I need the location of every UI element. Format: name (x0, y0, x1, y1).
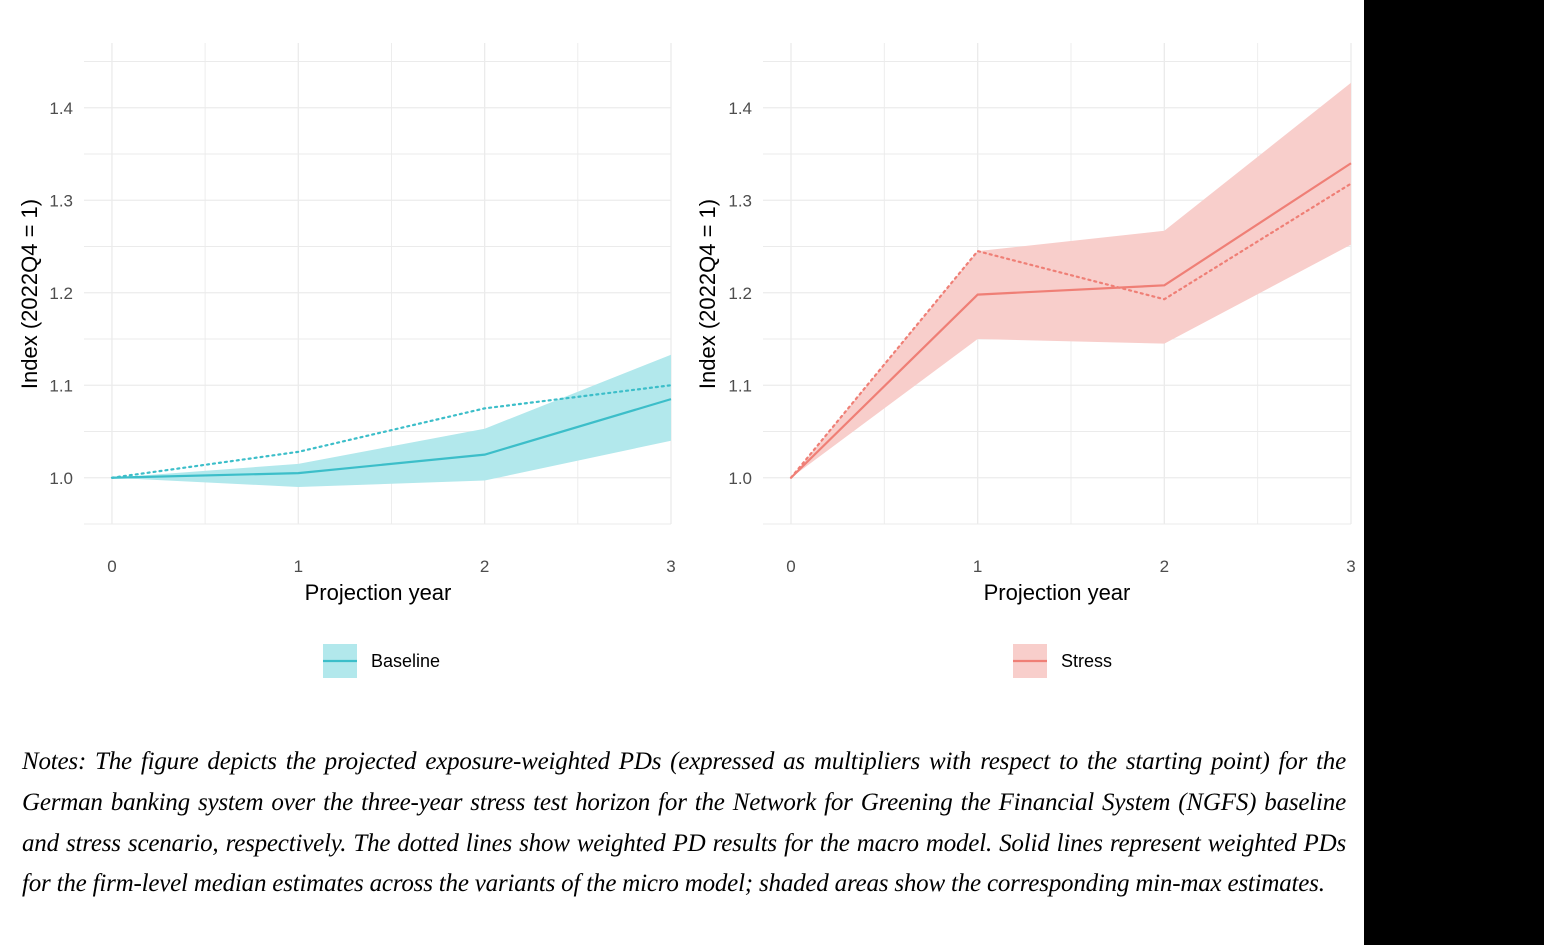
y-axis-title: Index (2022Q4 = 1) (695, 199, 720, 389)
y-tick-label: 1.1 (49, 376, 73, 395)
x-tick-label: 1 (294, 557, 303, 576)
y-tick-label: 1.3 (49, 191, 73, 210)
y-tick-label: 1.3 (728, 191, 752, 210)
minmax-band (111, 354, 671, 487)
panel-1: 0 1 2 3 1.0 1.1 1.2 1.3 1.4 Projection year Index … (17, 43, 676, 678)
y-tick-label: 1.0 (49, 469, 73, 488)
median-solid-line (790, 162, 1352, 479)
legend-label: Stress (1061, 651, 1112, 671)
x-axis-title: Projection year (984, 580, 1131, 605)
x-axis-title: Projection year (305, 580, 452, 605)
x-tick-label: 3 (666, 557, 675, 576)
macro-model-dotted-line (789, 182, 1353, 479)
x-tick-label: 2 (1160, 557, 1169, 576)
x-tick-label: 2 (480, 557, 489, 576)
median-solid-line (111, 398, 672, 479)
y-tick-label: 1.1 (728, 376, 752, 395)
x-tick-label: 3 (1346, 557, 1355, 576)
charts-area: 0 1 2 3 1.0 1.1 1.2 1.3 1.4 Projection year Index … (17, 43, 1356, 678)
y-tick-label: 1.4 (49, 99, 73, 118)
legend-label: Baseline (371, 651, 440, 671)
panel-2: 0 1 2 3 1.0 1.1 1.2 1.3 1.4 Projection year Index … (695, 43, 1356, 678)
black-side-bar (1364, 0, 1544, 945)
x-tick-label: 0 (786, 557, 795, 576)
y-tick-label: 1.2 (728, 284, 752, 303)
y-axis-title: Index (2022Q4 = 1) (17, 199, 42, 389)
figure-notes: Notes: The figure depicts the projected … (22, 748, 1346, 898)
x-tick-label: 1 (973, 557, 982, 576)
y-tick-label: 1.2 (49, 284, 73, 303)
x-tick-label: 0 (107, 557, 116, 576)
y-tick-label: 1.4 (728, 99, 752, 118)
y-tick-label: 1.0 (728, 469, 752, 488)
macro-model-dotted-line (110, 384, 673, 479)
minmax-band (791, 82, 1351, 478)
